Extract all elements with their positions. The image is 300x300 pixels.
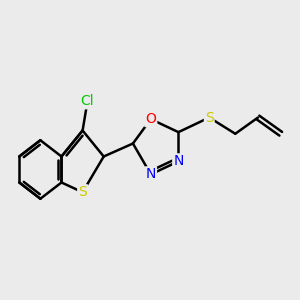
Text: N: N [173, 154, 184, 168]
Text: S: S [78, 185, 87, 199]
Text: S: S [205, 110, 214, 124]
Text: O: O [146, 112, 156, 126]
Text: Cl: Cl [81, 94, 94, 108]
Text: N: N [146, 167, 156, 182]
